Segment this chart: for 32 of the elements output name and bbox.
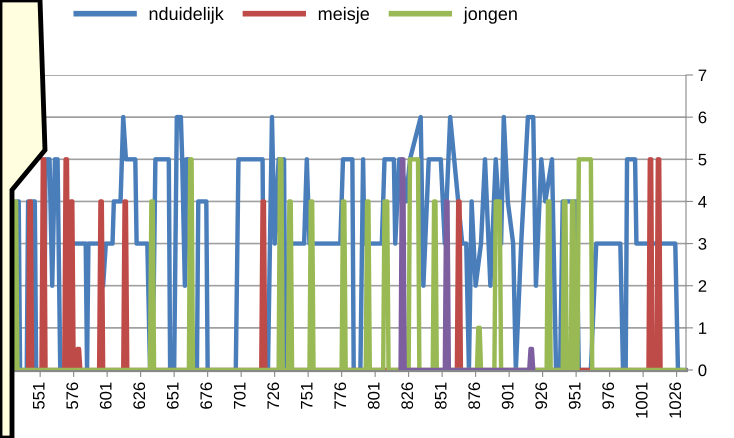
y-tick-label: 1 [699, 322, 706, 334]
x-tick-label: 801 [368, 382, 380, 409]
y-tick-label: 5 [698, 154, 706, 166]
x-tick-label: 601 [100, 382, 112, 409]
x-tick-label: 976 [602, 382, 614, 409]
y-tick-label: 6 [698, 112, 706, 124]
x-tick-label: 951 [568, 382, 581, 409]
x-tick-label: 751 [300, 382, 313, 409]
x-tick-label: 1001 [636, 382, 648, 418]
x-tick-label: 626 [133, 382, 146, 409]
x-tick-label: 701 [234, 382, 246, 409]
x-tick-label: 1026 [669, 382, 682, 418]
x-tick-label: 576 [66, 382, 78, 409]
x-tick-label: 651 [166, 382, 179, 409]
x-tick-label: 551 [33, 382, 45, 409]
legend-label: meisje [318, 6, 370, 24]
legend-label: jongen [463, 6, 517, 24]
x-tick-label: 826 [401, 382, 414, 409]
x-tick-label: 776 [334, 382, 346, 409]
x-tick-label: 926 [535, 382, 548, 409]
x-tick-label: 901 [502, 382, 514, 409]
legend-label: nduidelijk [150, 6, 224, 24]
x-tick-label: 676 [200, 382, 212, 409]
y-tick-label: 3 [698, 238, 706, 250]
y-tick-label: 7 [698, 70, 706, 82]
y-tick-label: 0 [698, 364, 706, 376]
x-tick-label: 876 [468, 382, 480, 409]
x-tick-label: 851 [434, 382, 447, 409]
line-series [398, 157, 536, 370]
y-tick-label: 4 [698, 196, 707, 208]
x-tick-label: 726 [267, 382, 280, 409]
y-tick-label: 2 [698, 280, 706, 292]
